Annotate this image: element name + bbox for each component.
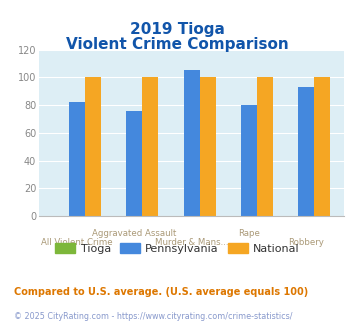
- Bar: [142, 77, 158, 216]
- Bar: [315, 77, 331, 216]
- Text: Compared to U.S. average. (U.S. average equals 100): Compared to U.S. average. (U.S. average …: [14, 287, 308, 297]
- Text: 2019 Tioga: 2019 Tioga: [130, 22, 225, 37]
- Bar: [200, 77, 216, 216]
- Text: Rape: Rape: [238, 229, 260, 238]
- Bar: [257, 77, 273, 216]
- Text: Murder & Mans...: Murder & Mans...: [155, 238, 229, 248]
- Bar: [298, 87, 315, 216]
- Bar: [184, 70, 200, 216]
- Text: Violent Crime Comparison: Violent Crime Comparison: [66, 37, 289, 52]
- Bar: [69, 102, 85, 216]
- Text: All Violent Crime: All Violent Crime: [41, 238, 113, 248]
- Text: Robbery: Robbery: [289, 238, 324, 248]
- Text: Aggravated Assault: Aggravated Assault: [92, 229, 176, 238]
- Text: © 2025 CityRating.com - https://www.cityrating.com/crime-statistics/: © 2025 CityRating.com - https://www.city…: [14, 312, 293, 321]
- Legend: Tioga, Pennsylvania, National: Tioga, Pennsylvania, National: [50, 239, 305, 258]
- Bar: [85, 77, 101, 216]
- Bar: [126, 111, 142, 216]
- Bar: [241, 105, 257, 216]
